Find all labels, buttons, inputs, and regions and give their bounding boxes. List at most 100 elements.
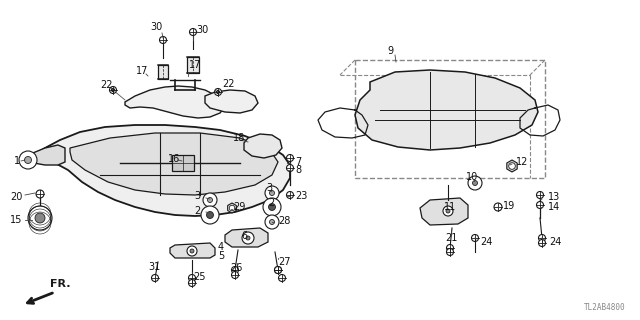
Circle shape: [278, 275, 285, 282]
Circle shape: [214, 89, 221, 95]
Circle shape: [275, 267, 282, 274]
Text: TL2AB4800: TL2AB4800: [584, 303, 625, 312]
Polygon shape: [170, 243, 215, 258]
Text: 6: 6: [241, 231, 247, 241]
Circle shape: [159, 36, 166, 44]
Polygon shape: [420, 198, 468, 225]
Polygon shape: [244, 134, 282, 158]
Text: 3: 3: [194, 191, 200, 201]
Text: 2: 2: [268, 198, 275, 208]
Circle shape: [187, 246, 197, 256]
Circle shape: [232, 271, 239, 278]
Circle shape: [189, 279, 195, 286]
Circle shape: [265, 215, 279, 229]
Circle shape: [111, 89, 115, 92]
Circle shape: [201, 206, 219, 224]
Circle shape: [152, 275, 159, 282]
Circle shape: [472, 180, 477, 186]
Text: 29: 29: [233, 202, 245, 212]
Text: 1: 1: [14, 156, 20, 166]
Circle shape: [287, 164, 294, 172]
Text: 15: 15: [10, 215, 22, 225]
Text: 21: 21: [445, 233, 458, 243]
Bar: [172, 155, 194, 171]
Text: 10: 10: [466, 172, 478, 182]
Circle shape: [263, 198, 281, 216]
Text: 11: 11: [444, 202, 456, 212]
Circle shape: [28, 206, 52, 230]
Circle shape: [269, 204, 275, 211]
Text: 23: 23: [295, 191, 307, 201]
Circle shape: [232, 267, 239, 274]
Text: 2: 2: [194, 206, 200, 216]
Polygon shape: [225, 228, 268, 247]
Circle shape: [216, 91, 220, 93]
Circle shape: [109, 86, 116, 93]
Circle shape: [447, 244, 454, 252]
Circle shape: [246, 236, 250, 240]
Circle shape: [269, 220, 275, 225]
Polygon shape: [228, 203, 236, 213]
Circle shape: [207, 197, 212, 203]
Circle shape: [287, 191, 294, 198]
Circle shape: [242, 232, 254, 244]
Text: FR.: FR.: [50, 279, 70, 289]
Text: 26: 26: [230, 263, 243, 273]
Circle shape: [287, 155, 294, 162]
Circle shape: [189, 28, 196, 36]
Circle shape: [443, 206, 453, 216]
Polygon shape: [355, 70, 538, 150]
Polygon shape: [70, 133, 278, 195]
Circle shape: [538, 235, 545, 242]
Text: 8: 8: [295, 165, 301, 175]
Circle shape: [269, 190, 275, 196]
Circle shape: [536, 202, 543, 209]
Circle shape: [19, 151, 37, 169]
Polygon shape: [28, 145, 65, 165]
Text: 3: 3: [266, 183, 272, 193]
Text: 13: 13: [548, 192, 560, 202]
Bar: [355, 60, 545, 178]
Text: 7: 7: [295, 157, 301, 167]
Polygon shape: [28, 125, 290, 216]
Text: 18: 18: [233, 133, 245, 143]
Circle shape: [207, 212, 214, 219]
Circle shape: [190, 249, 194, 253]
Text: 4: 4: [218, 242, 224, 252]
Text: 24: 24: [549, 237, 561, 247]
Text: 16: 16: [168, 154, 180, 164]
Text: 27: 27: [278, 257, 291, 267]
Text: 14: 14: [548, 202, 560, 212]
Text: 17: 17: [189, 60, 202, 70]
Text: 24: 24: [480, 237, 492, 247]
Text: 22: 22: [100, 80, 113, 90]
Circle shape: [509, 163, 515, 169]
Text: 31: 31: [148, 262, 160, 272]
Bar: [187, 57, 199, 73]
Polygon shape: [125, 86, 225, 118]
Text: 25: 25: [193, 272, 205, 282]
Circle shape: [203, 193, 217, 207]
Text: 12: 12: [516, 157, 529, 167]
Circle shape: [275, 267, 282, 274]
Circle shape: [35, 213, 45, 223]
Text: 9: 9: [387, 46, 393, 56]
Text: 30: 30: [150, 22, 163, 32]
Circle shape: [472, 235, 479, 242]
Text: 22: 22: [222, 79, 234, 89]
Text: 28: 28: [278, 216, 291, 226]
Circle shape: [24, 156, 31, 164]
Circle shape: [468, 176, 482, 190]
Text: 20: 20: [10, 192, 22, 202]
Text: 5: 5: [218, 251, 224, 261]
Circle shape: [36, 190, 44, 198]
Text: 19: 19: [503, 201, 515, 211]
Text: 30: 30: [196, 25, 208, 35]
Text: 17: 17: [136, 66, 148, 76]
Circle shape: [538, 239, 545, 246]
Circle shape: [265, 186, 279, 200]
Polygon shape: [205, 90, 258, 113]
Circle shape: [494, 203, 502, 211]
Circle shape: [447, 249, 454, 255]
Bar: [158, 65, 168, 79]
